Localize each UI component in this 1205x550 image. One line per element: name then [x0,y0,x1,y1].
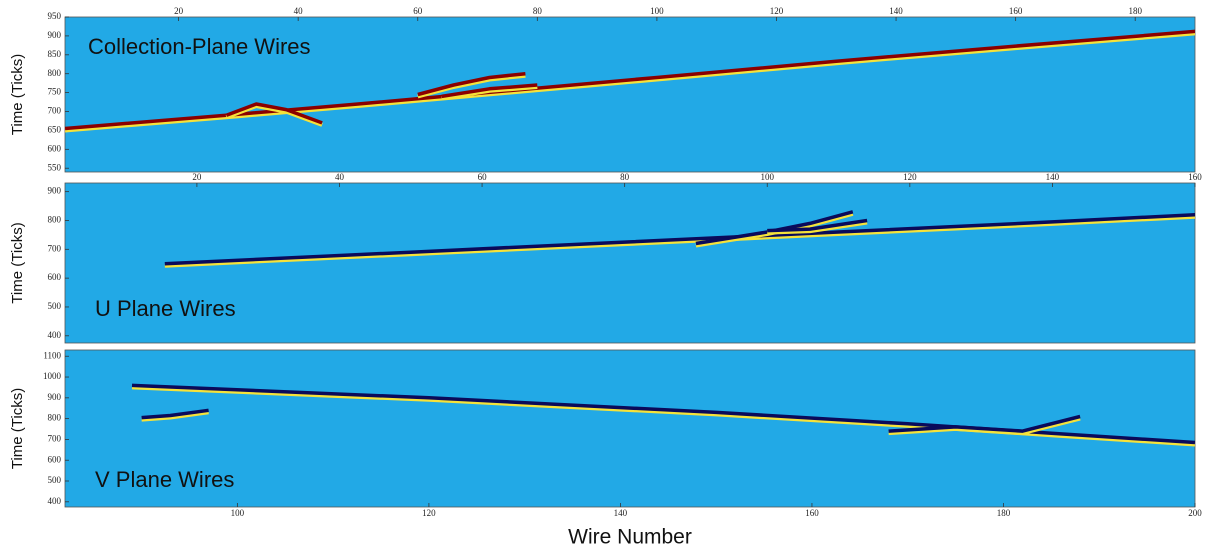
track [767,218,868,233]
panel: 400 500 600 700 800 900 1000 1100 100 120 140 160 18… [9,349,1202,549]
y-axis-label: Time (Ticks) [9,222,26,303]
x-tick-label: 140 [889,6,903,16]
track-halo [225,104,323,127]
y-tick-label: 700 [48,433,62,443]
track [131,383,1195,445]
x-tick-label: 180 [997,508,1011,518]
y-tick-label: 800 [48,215,62,225]
track-halo [417,73,526,99]
y-tick-label: 700 [48,243,62,253]
x-tick-label: 140 [1046,172,1060,182]
y-tick-label: 600 [48,454,62,464]
panel: 550 600 650 700 750 800 850 900 950 20 40 60 80 100 12… [9,6,1196,173]
y-tick-label: 600 [48,143,62,153]
x-tick-label: 40 [335,172,345,182]
y-tick-label: 550 [48,162,62,172]
track-halo [767,220,868,235]
y-tick-label: 850 [48,49,62,59]
x-tick-label: 40 [294,6,304,16]
x-axis-label: Wire Number [568,526,692,549]
track [441,83,538,99]
y-tick-label: 900 [48,392,62,402]
x-tick-label: 120 [770,6,784,16]
y-tick-label: 500 [48,301,62,311]
y-tick-label: 800 [48,413,62,423]
x-tick-label: 200 [1188,508,1202,518]
y-tick-label: 950 [48,11,62,21]
y-tick-label: 650 [48,124,62,134]
panel: 400 500 600 700 800 900 20 40 60 80 100 120 140 160 U … [9,172,1202,344]
track [417,71,526,97]
y-tick-label: 500 [48,475,62,485]
y-tick-label: 1000 [43,371,62,381]
tracks [65,29,1195,133]
y-axis-label: Time (Ticks) [9,388,26,469]
panel-title: V Plane Wires [95,467,234,492]
x-tick-label: 120 [903,172,917,182]
y-tick-label: 400 [48,330,62,340]
x-tick-label: 140 [614,508,628,518]
panel-title: Collection-Plane Wires [88,34,311,59]
y-tick-label: 1100 [43,350,61,360]
y-tick-label: 700 [48,106,62,116]
x-tick-label: 120 [422,508,436,518]
track-halo [888,416,1081,436]
y-tick-label: 400 [48,496,62,506]
x-tick-label: 100 [760,172,774,182]
track-halo [131,385,1195,447]
x-tick-label: 180 [1128,6,1142,16]
x-tick-label: 80 [533,6,543,16]
tracks [164,210,1195,268]
x-tick-label: 160 [1188,172,1202,182]
track-halo [65,31,1195,133]
track [695,210,854,246]
track [141,408,209,420]
track-halo [441,85,538,101]
y-tick-label: 900 [48,186,62,196]
x-tick-label: 160 [805,508,819,518]
track-halo [141,410,209,422]
y-axis-label: Time (Ticks) [9,54,26,135]
x-tick-label: 100 [231,508,245,518]
panel-title: U Plane Wires [95,296,236,321]
y-tick-label: 900 [48,30,62,40]
x-tick-label: 20 [174,6,184,16]
y-tick-label: 600 [48,272,62,282]
y-tick-label: 750 [48,87,62,97]
y-tick-label: 800 [48,68,62,78]
x-tick-label: 100 [650,6,664,16]
x-tick-label: 80 [620,172,630,182]
x-tick-label: 20 [192,172,202,182]
tracks [131,383,1195,447]
plot-background [64,349,1196,508]
plot-background [64,16,1196,173]
x-tick-label: 160 [1009,6,1023,16]
x-tick-label: 60 [413,6,423,16]
track [65,29,1195,131]
track [225,102,323,125]
x-tick-label: 60 [478,172,488,182]
track [888,414,1081,433]
